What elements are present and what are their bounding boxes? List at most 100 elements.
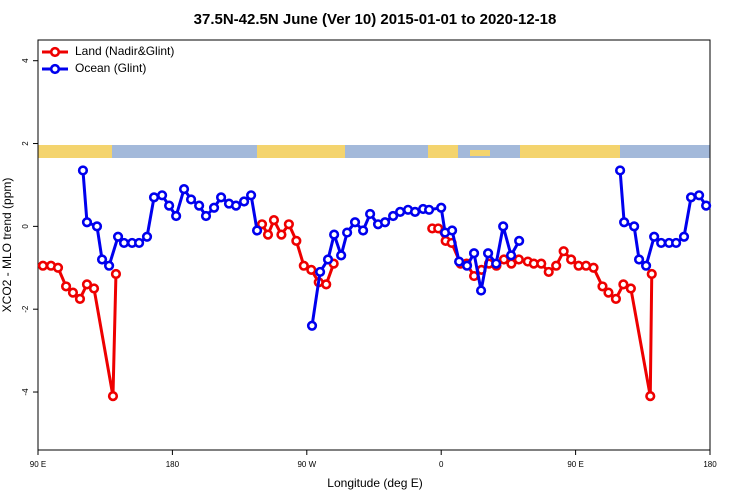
- map-strip: [38, 145, 710, 158]
- point: [349, 217, 361, 228]
- point: [107, 391, 119, 402]
- point: [461, 260, 473, 271]
- point: [633, 254, 645, 265]
- point: [118, 237, 130, 249]
- point: [306, 264, 317, 275]
- point: [646, 268, 657, 280]
- point: [321, 279, 332, 290]
- x-tick-label: 180: [703, 460, 717, 469]
- plot-frame: [37, 39, 711, 451]
- point: [103, 260, 115, 271]
- point: [424, 204, 435, 215]
- point: [329, 229, 340, 240]
- point: [178, 183, 190, 195]
- point: [588, 262, 599, 273]
- point: [77, 165, 89, 176]
- point: [357, 225, 369, 236]
- point: [498, 254, 510, 265]
- point: [314, 266, 326, 278]
- land-strip: [520, 145, 620, 158]
- legend-label: Land (Nadir&Glint): [75, 44, 174, 58]
- point: [67, 287, 79, 298]
- land-strip: [38, 145, 112, 158]
- point: [388, 210, 399, 222]
- point: [625, 283, 636, 294]
- point: [693, 190, 705, 201]
- point: [238, 196, 250, 207]
- point: [164, 200, 175, 211]
- legend-marker: [49, 63, 61, 75]
- point: [365, 208, 376, 220]
- point: [475, 285, 487, 296]
- point: [514, 235, 525, 246]
- land-strip: [428, 145, 458, 158]
- y-tick-label: -4: [21, 388, 30, 396]
- point: [91, 221, 103, 232]
- point: [543, 266, 554, 278]
- x-axis-label: Longitude (deg E): [327, 476, 422, 490]
- point: [629, 221, 640, 232]
- y-tick-label: -2: [21, 305, 30, 313]
- point: [185, 194, 197, 205]
- y-tick-label: 2: [21, 141, 30, 146]
- point: [685, 192, 697, 203]
- point: [649, 231, 660, 242]
- point: [342, 227, 353, 238]
- point: [110, 268, 122, 280]
- point: [678, 231, 690, 242]
- chart-title: 37.5N-42.5N June (Ver 10) 2015-01-01 to …: [194, 11, 557, 28]
- point: [656, 237, 667, 249]
- x-tick-label: 90 E: [567, 460, 583, 469]
- y-tick-label: 0: [21, 224, 30, 229]
- point: [433, 223, 444, 234]
- point: [336, 250, 347, 261]
- point: [256, 219, 268, 230]
- y-tick-label: 4: [21, 58, 30, 63]
- x-tick-label: 0: [439, 460, 444, 469]
- point: [603, 287, 614, 298]
- point: [96, 254, 108, 265]
- point: [306, 320, 318, 331]
- point: [171, 210, 182, 222]
- point: [505, 250, 517, 261]
- point: [454, 256, 465, 267]
- point: [276, 229, 287, 240]
- point: [513, 254, 524, 265]
- point: [156, 190, 168, 201]
- point: [215, 192, 227, 203]
- point: [112, 231, 124, 242]
- point: [60, 281, 72, 292]
- point: [322, 254, 334, 265]
- point: [447, 225, 458, 236]
- point: [395, 206, 406, 217]
- point: [148, 192, 160, 203]
- point: [498, 221, 509, 232]
- point: [610, 293, 622, 304]
- point: [283, 219, 294, 230]
- land-strip: [257, 145, 345, 158]
- point: [88, 283, 100, 294]
- point: [245, 190, 257, 201]
- point: [409, 206, 421, 217]
- point: [645, 391, 656, 402]
- point: [671, 237, 682, 249]
- point: [208, 202, 220, 213]
- point: [551, 260, 562, 271]
- point: [468, 248, 480, 259]
- legend-label: Ocean (Glint): [75, 61, 146, 75]
- point: [251, 225, 263, 236]
- x-tick-label: 180: [166, 460, 180, 469]
- point: [597, 281, 608, 292]
- point: [482, 248, 494, 259]
- point: [133, 237, 145, 249]
- point: [291, 235, 302, 246]
- point: [52, 262, 64, 273]
- point: [298, 260, 309, 271]
- x-tick-label: 90 W: [297, 460, 316, 469]
- point: [615, 165, 626, 176]
- land-strip: [470, 150, 490, 156]
- point: [74, 293, 86, 304]
- point: [558, 246, 569, 257]
- point: [640, 260, 652, 271]
